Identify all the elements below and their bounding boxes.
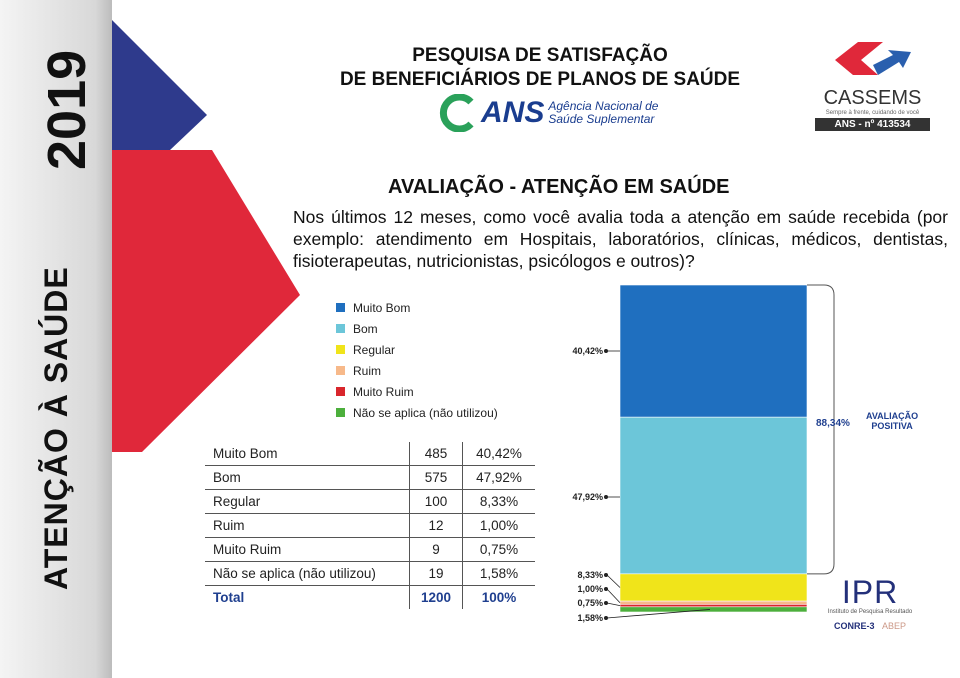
table-cell: 47,92%	[462, 465, 535, 490]
table-cell: 8,33%	[462, 489, 535, 514]
data-label: 1,00%	[577, 584, 603, 594]
survey-title-line2: DE BENEFICIÁRIOS DE PLANOS DE SAÚDE	[339, 69, 741, 90]
bar-segment	[619, 600, 808, 605]
ipr-logo: IPR Instituto de Pesquisa Resultado CONR…	[815, 575, 925, 631]
legend-swatch	[336, 387, 345, 396]
table-cell: Não se aplica (não utilizou)	[205, 561, 410, 586]
legend-label: Não se aplica (não utilizou)	[353, 405, 498, 420]
survey-title: PESQUISA DE SATISFAÇÃO DE BENEFICIÁRIOS D…	[300, 44, 780, 92]
leader-line	[606, 609, 711, 619]
bar-segment	[619, 606, 808, 613]
table-cell: Ruim	[205, 513, 410, 538]
legend-label: Bom	[353, 321, 378, 336]
legend-item: Bom	[336, 318, 498, 339]
legend-swatch	[336, 324, 345, 333]
cassems-tagline: Sempre à frente, cuidando de você	[825, 110, 920, 116]
data-label: 47,92%	[572, 492, 603, 502]
bar-segment	[619, 604, 808, 608]
red-diamond	[112, 150, 300, 452]
positive-label: AVALIAÇÃO POSITIVA	[866, 411, 919, 431]
table-cell: Muito Bom	[205, 442, 410, 466]
data-label: 0,75%	[577, 598, 603, 608]
leader-line	[606, 574, 621, 588]
positive-value: 88,34%	[816, 418, 850, 429]
table-row: Ruim 12 1,00%	[205, 513, 535, 538]
table-cell: 40,42%	[462, 442, 535, 466]
legend-item: Muito Bom	[336, 297, 498, 318]
table-cell: 100%	[462, 585, 535, 609]
legend-label: Regular	[353, 342, 396, 357]
cassems-logo: CASSEMS Sempre à frente, cuidando de voc…	[815, 40, 930, 131]
table-cell: 485	[409, 442, 463, 466]
ans-logo-icon	[439, 94, 474, 132]
legend-item: Ruim	[336, 360, 498, 381]
leader-dot	[604, 601, 608, 605]
section-title: AVALIAÇÃO - ATENÇÃO EM SAÚDE	[388, 176, 730, 198]
table-cell: 9	[409, 537, 463, 562]
legend-swatch	[336, 408, 345, 417]
legend-swatch	[336, 366, 345, 375]
leader-line	[606, 602, 621, 606]
ans-logo-text: ANS	[481, 96, 545, 129]
bar-segment	[619, 284, 808, 418]
survey-title-line1: PESQUISA DE SATISFAÇÃO	[412, 45, 668, 66]
ipr-subtitle: Instituto de Pesquisa Resultado	[827, 609, 913, 615]
data-label: 8,33%	[577, 570, 603, 580]
table-cell: 12	[409, 513, 463, 538]
table-cell: 1,00%	[462, 513, 535, 538]
table-cell: Muito Ruim	[205, 537, 410, 562]
table-row: Muito Ruim 9 0,75%	[205, 537, 535, 562]
table-cell: 1200	[409, 585, 463, 609]
table-cell: 575	[409, 465, 463, 490]
table-cell: Regular	[205, 489, 410, 514]
legend-item: Regular	[336, 339, 498, 360]
conre-logo: CONRE-3	[833, 621, 875, 631]
ans-name: Agência Nacional de Saúde Suplementar	[548, 99, 659, 126]
table-cell: 0,75%	[462, 537, 535, 562]
abep-logo: ABEP	[882, 621, 907, 631]
table-cell: Total	[213, 590, 245, 605]
leader-dot	[604, 349, 608, 353]
ipr-logo-text: IPR	[841, 574, 899, 610]
legend-label: Muito Ruim	[353, 384, 414, 399]
table-row: Bom 575 47,92%	[205, 465, 535, 490]
leader-line	[606, 588, 621, 604]
table-cell: 100	[409, 489, 463, 514]
legend-swatch	[336, 303, 345, 312]
positive-bracket	[807, 284, 835, 575]
table-cell: 19	[409, 561, 463, 586]
leader-dot	[604, 587, 608, 591]
sidebar: 2019 ATENÇÃO À SAÚDE	[0, 0, 112, 678]
leader-dot	[604, 616, 608, 620]
table-row: Regular 100 8,33%	[205, 489, 535, 514]
results-table: Muito Bom 485 40,42% Bom 575 47,92% Regular 100…	[205, 442, 535, 609]
table-row: Muito Bom 485 40,42%	[205, 442, 535, 466]
cassems-name: CASSEMS	[823, 87, 922, 109]
bar-segment	[619, 573, 808, 602]
legend-label: Ruim	[353, 363, 382, 378]
leader-dot	[604, 495, 608, 499]
ans-logo: ANS Agência Nacional de Saúde Suplementar	[437, 94, 658, 132]
question: Nos últimos 12 meses, como você avalia t…	[293, 207, 948, 271]
table-cell: 1,58%	[462, 561, 535, 586]
legend-item: Não se aplica (não utilizou)	[336, 402, 498, 423]
cassems-registration: ANS - nº 413534	[815, 118, 930, 131]
legend-item: Muito Ruim	[336, 381, 498, 402]
table-cell: Bom	[205, 465, 410, 490]
bar-segment	[619, 416, 808, 575]
cassems-logo-icon	[834, 42, 911, 75]
table-total-row: Total 1200 100%	[205, 585, 535, 609]
legend-label: Muito Bom	[353, 300, 411, 315]
legend-swatch	[336, 345, 345, 354]
data-label: 40,42%	[572, 346, 603, 356]
data-label: 1,58%	[577, 613, 603, 623]
decorative-shapes	[112, 20, 300, 452]
leader-dot	[604, 573, 608, 577]
legend: Muito Bom Bom Regular Ruim Muito Ruim Não se …	[336, 297, 498, 423]
table-row: Não se aplica (não utilizou) 19 1,58%	[205, 561, 535, 586]
